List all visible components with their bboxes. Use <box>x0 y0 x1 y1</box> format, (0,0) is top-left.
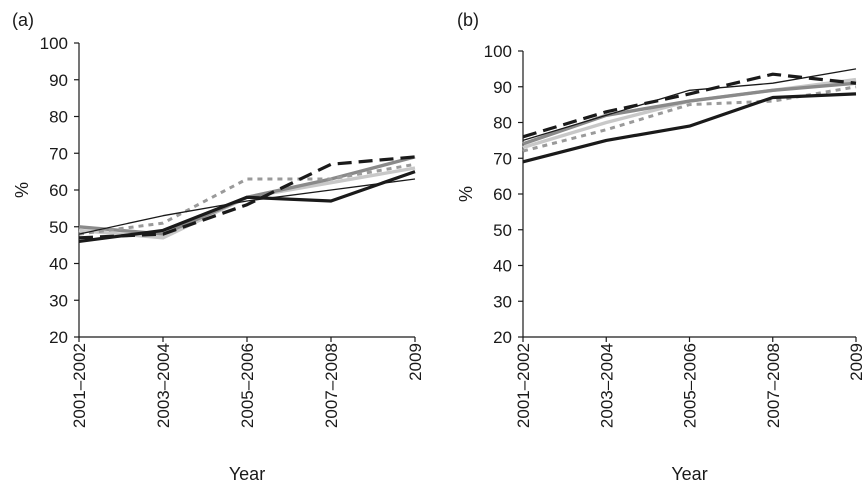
x-tick-label: 2005–2006 <box>681 343 700 428</box>
series-line-1 <box>78 170 416 243</box>
y-tick-label: 50 <box>49 218 68 237</box>
x-tick-label: 2005–2006 <box>238 343 257 428</box>
y-tick-label: 40 <box>49 255 68 274</box>
x-tick-label: 2007–2008 <box>764 343 783 428</box>
series-line-4 <box>78 162 416 236</box>
y-tick-label: 80 <box>493 114 512 133</box>
series-line-5 <box>522 81 857 146</box>
x-tick-label: 2001–2002 <box>514 343 533 428</box>
y-tick-label: 100 <box>40 34 68 53</box>
x-tick-label: 2001–2002 <box>70 343 89 428</box>
y-tick-label: 90 <box>49 71 68 90</box>
y-tick-label: 50 <box>493 221 512 240</box>
x-tick-label: 2003–2004 <box>597 343 616 428</box>
x-tick-label: 2009 <box>847 343 864 381</box>
y-tick-label: 60 <box>49 181 68 200</box>
y-tick-label: 30 <box>49 291 68 310</box>
y-tick-label: 90 <box>493 78 512 97</box>
y-tick-label: 20 <box>493 328 512 347</box>
series-line-3 <box>522 72 857 139</box>
y-tick-label: 100 <box>484 42 512 61</box>
panel-a: (a) 20 30 40 50 60 70 80 90 100 2001–2002 2003–2004… <box>12 10 425 484</box>
panel-label: (a) <box>12 10 34 30</box>
series-line-1 <box>522 92 857 164</box>
panel-b: (b) 20 30 40 50 60 70 80 90 100 2001–2002 2003–2004… <box>456 10 864 484</box>
y-axis-label: % <box>456 186 476 202</box>
panel-label: (b) <box>457 10 479 30</box>
x-tick-label: 2007–2008 <box>322 343 341 428</box>
y-tick-label: 70 <box>49 144 68 163</box>
x-axis-label: Year <box>229 464 265 484</box>
y-tick-label: 30 <box>493 292 512 311</box>
x-axis-label: Year <box>671 464 707 484</box>
x-tick-label: 2009 <box>406 343 425 381</box>
y-tick-label: 60 <box>493 185 512 204</box>
y-tick-label: 80 <box>49 108 68 127</box>
series-line-2 <box>78 178 416 235</box>
y-tick-label: 20 <box>49 328 68 347</box>
x-tick-label: 2003–2004 <box>154 343 173 428</box>
y-axis-label: % <box>12 182 32 198</box>
series-line-3 <box>78 155 416 240</box>
y-tick-label: 40 <box>493 257 512 276</box>
y-tick-label: 70 <box>493 149 512 168</box>
